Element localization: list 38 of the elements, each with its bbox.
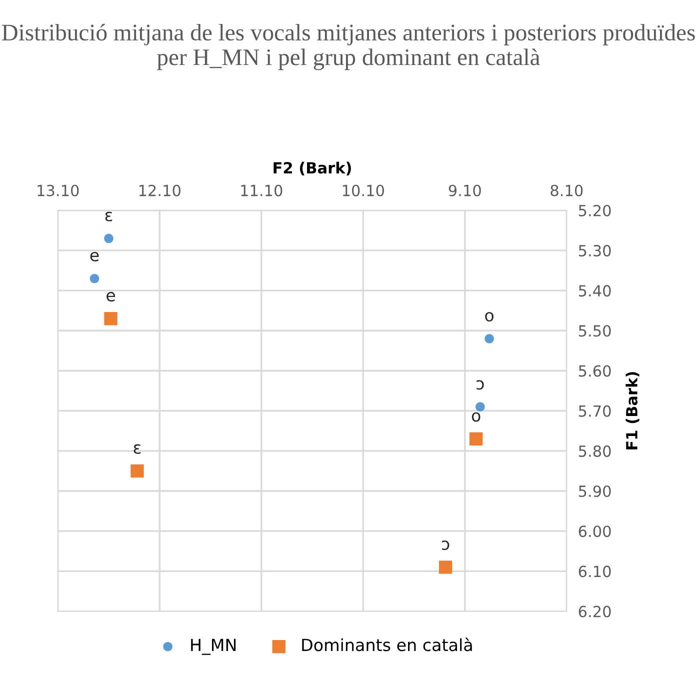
annotation: e [90, 252, 99, 262]
point [104, 312, 118, 326]
annotation: ɔ [476, 380, 484, 390]
annotation: ɛ [105, 212, 112, 222]
y-tick-label: 6.10 [578, 566, 611, 578]
legend-label: Dominants en català [302, 638, 472, 652]
legend-label: H_MN [191, 638, 236, 655]
annotation: ɛ [134, 444, 141, 454]
x-tick-label: 13.10 [38, 184, 79, 196]
x-axis-title: F2 (Bark) [274, 162, 351, 176]
y-tick-label: 5.40 [578, 285, 611, 297]
y-tick-label: 5.90 [578, 485, 611, 498]
y-tick-label: 6.20 [578, 606, 611, 618]
x-tick-label: 10.10 [342, 184, 384, 196]
point [476, 402, 485, 412]
y-tick-label: 5.70 [578, 405, 611, 417]
y-tick-label: 6.00 [578, 526, 611, 538]
y-tick-label: 5.20 [578, 204, 611, 216]
y-axis-title: F1 (Bark) [626, 372, 640, 450]
x-tick-label: 8.10 [550, 184, 583, 196]
point [104, 234, 114, 244]
x-tick-label: 9.10 [448, 184, 481, 196]
point [470, 432, 483, 446]
y-tick-label: 5.60 [578, 365, 611, 377]
y-tick-label: 5.50 [578, 325, 611, 337]
annotation: ɔ [442, 540, 450, 550]
point [130, 464, 144, 478]
annotation: o [485, 312, 494, 322]
x-tick-label: 12.10 [139, 184, 180, 196]
point [484, 334, 494, 344]
chart-title: Distribució mitjana de les vocals mitjanes anteriors i posteriors produïdes per H_MN i pel grup dominant en català [2, 24, 695, 70]
point [90, 274, 100, 284]
point [438, 560, 452, 574]
x-tick-label: 11.10 [241, 184, 282, 196]
annotation: o [472, 412, 480, 422]
y-tick-label: 5.30 [578, 244, 611, 256]
annotation: e [106, 292, 116, 302]
y-tick-label: 5.80 [578, 445, 611, 457]
